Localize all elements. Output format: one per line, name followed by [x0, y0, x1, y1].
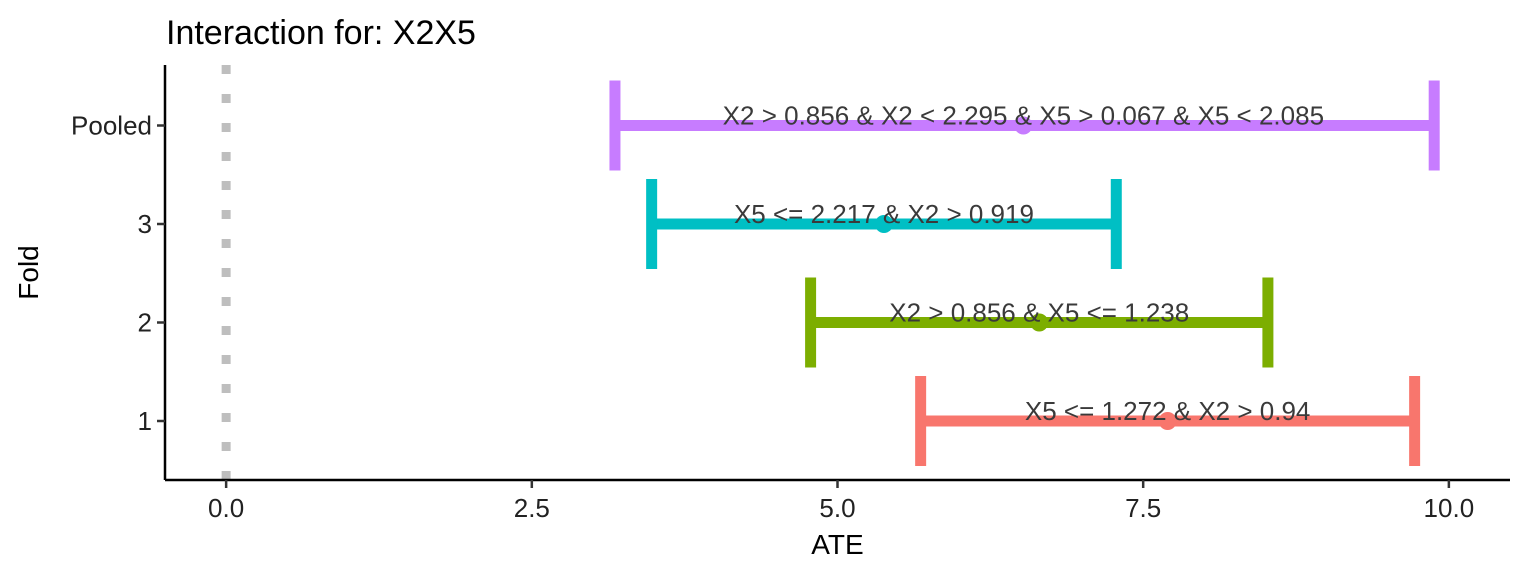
estimate-point-fold-3 [874, 215, 893, 233]
y-tick-label: Pooled [71, 111, 152, 141]
plot-area: X5 <= 1.272 & X2 > 0.94 X2 > 0.856 & X5 <… [71, 65, 1510, 523]
x-tick-label: 0.0 [208, 493, 244, 523]
rule-label-fold-Pooled: X2 > 0.856 & X2 < 2.295 & X5 > 0.067 & X… [723, 101, 1324, 131]
estimate-point-fold-1 [1158, 412, 1177, 430]
x-axis-title: ATE [811, 529, 863, 560]
rule-label-fold-1: X5 <= 1.272 & X2 > 0.94 [1025, 396, 1311, 426]
x-tick-label: 2.5 [514, 493, 550, 523]
y-axis-title: Fold [13, 245, 44, 299]
x-tick-label: 7.5 [1125, 493, 1161, 523]
y-tick-label: 1 [138, 406, 152, 436]
rule-label-fold-2: X2 > 0.856 & X5 <= 1.238 [889, 298, 1189, 328]
x-tick-label: 10.0 [1424, 493, 1475, 523]
estimate-point-fold-Pooled [1014, 116, 1033, 135]
estimate-point-fold-2 [1030, 313, 1049, 332]
chart-title: Interaction for: X2X5 [166, 14, 476, 52]
rule-label-fold-3: X5 <= 2.217 & X2 > 0.919 [734, 199, 1034, 229]
y-tick-label: 2 [138, 308, 152, 338]
x-tick-label: 5.0 [819, 493, 855, 523]
y-tick-label: 3 [138, 209, 152, 239]
